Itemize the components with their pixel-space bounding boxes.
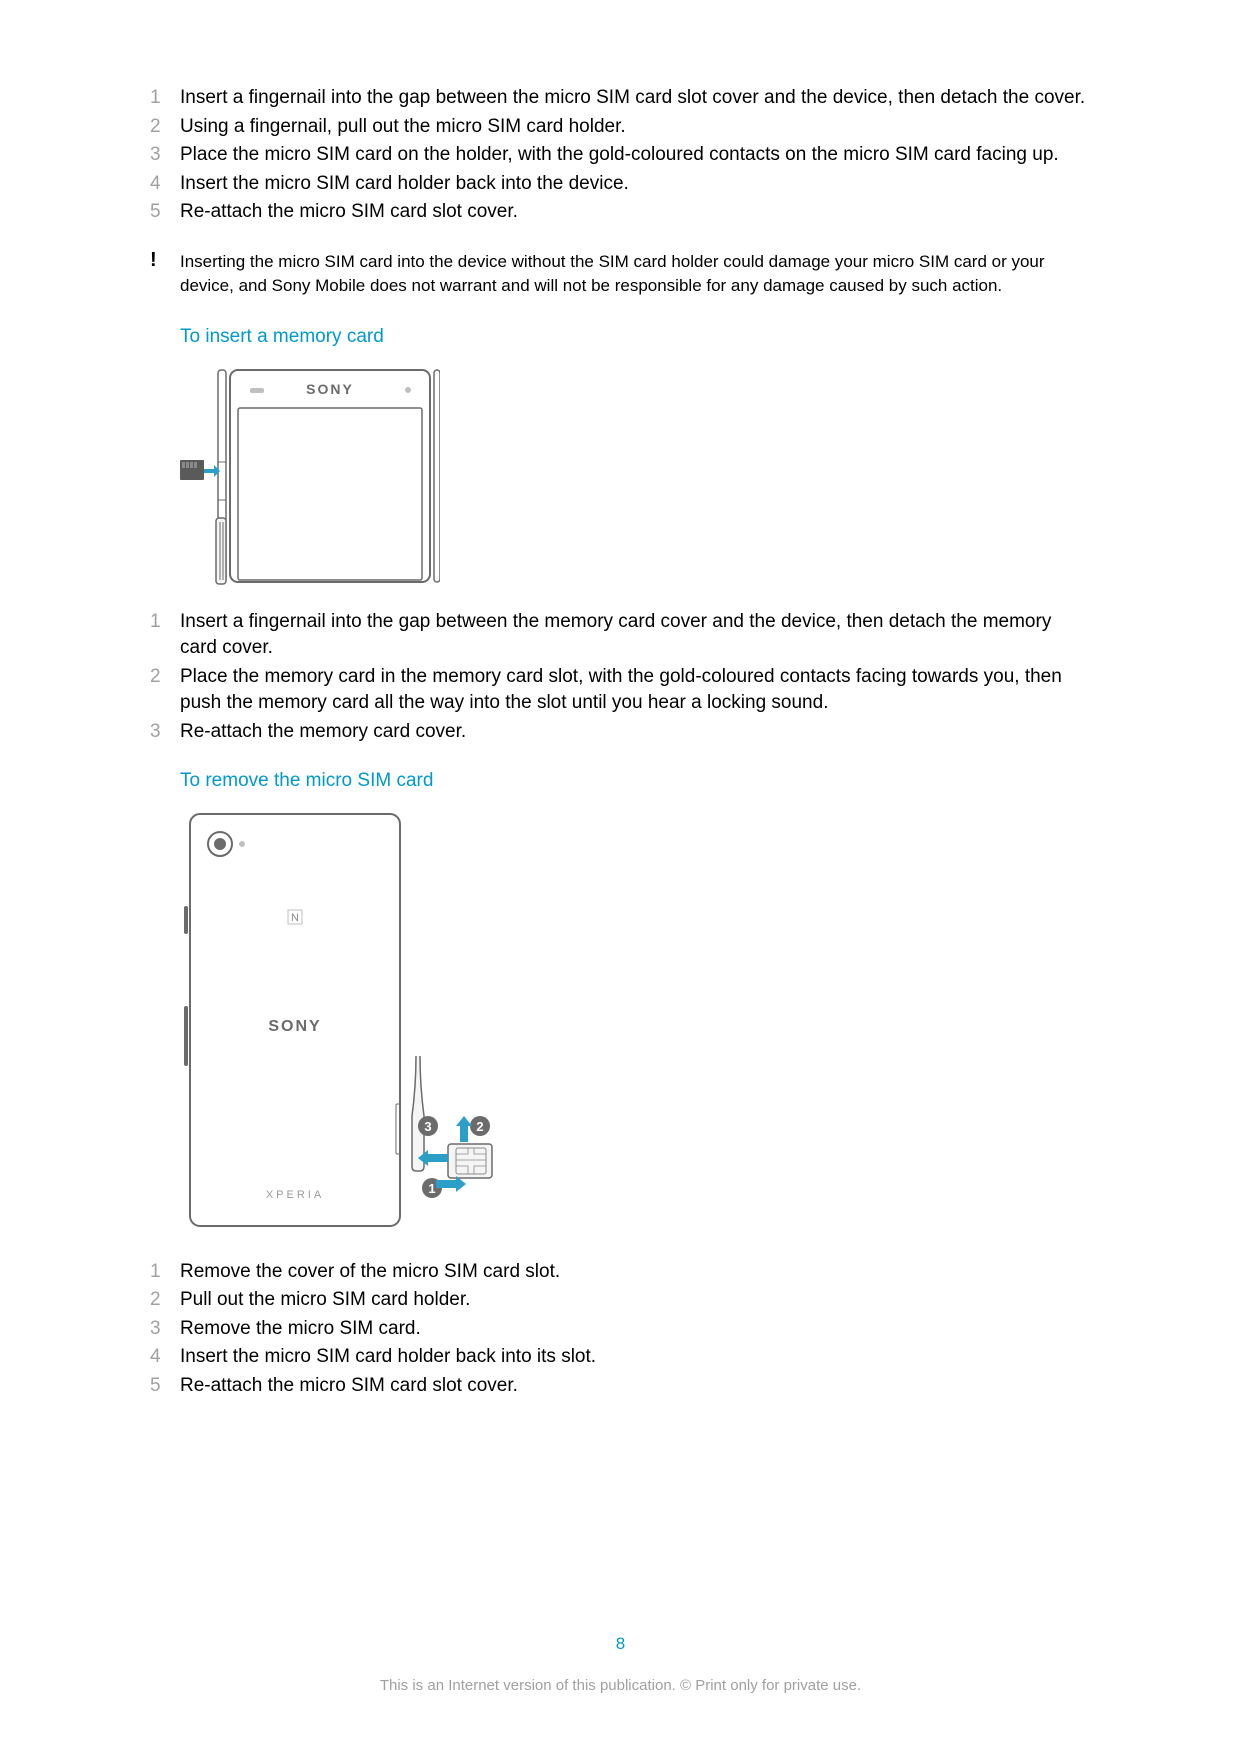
step-text: Place the micro SIM card on the holder, … — [180, 142, 1059, 169]
step-text: Using a fingernail, pull out the micro S… — [180, 114, 626, 141]
step-number: 1 — [150, 1259, 180, 1286]
list-item: 3 Re-attach the memory card cover. — [150, 719, 1091, 746]
sim-insert-steps: 1 Insert a fingernail into the gap betwe… — [150, 85, 1091, 226]
step-text: Place the memory card in the memory card… — [180, 664, 1091, 717]
step-number: 3 — [150, 142, 180, 169]
list-item: 2 Pull out the micro SIM card holder. — [150, 1287, 1091, 1314]
list-item: 4 Insert the micro SIM card holder back … — [150, 1344, 1091, 1371]
nfc-label: N — [291, 912, 299, 924]
step-number: 2 — [150, 1287, 180, 1314]
step-text: Remove the cover of the micro SIM card s… — [180, 1259, 560, 1286]
list-item: 2 Place the memory card in the memory ca… — [150, 664, 1091, 717]
list-item: 5 Re-attach the micro SIM card slot cove… — [150, 199, 1091, 226]
callout-3: 3 — [424, 1119, 431, 1134]
warning-block: ! Inserting the micro SIM card into the … — [150, 250, 1091, 298]
step-number: 2 — [150, 114, 180, 141]
step-number: 1 — [150, 85, 180, 112]
step-text: Insert a fingernail into the gap between… — [180, 85, 1085, 112]
step-number: 5 — [150, 1373, 180, 1400]
step-text: Insert the micro SIM card holder back in… — [180, 171, 629, 198]
warning-text: Inserting the micro SIM card into the de… — [180, 250, 1091, 298]
step-number: 1 — [150, 609, 180, 662]
list-item: 1 Insert a fingernail into the gap betwe… — [150, 85, 1091, 112]
step-text: Pull out the micro SIM card holder. — [180, 1287, 470, 1314]
list-item: 3 Place the micro SIM card on the holder… — [150, 142, 1091, 169]
step-text: Remove the micro SIM card. — [180, 1316, 421, 1343]
list-item: 1 Remove the cover of the micro SIM card… — [150, 1259, 1091, 1286]
brand-text: SONY — [268, 1018, 321, 1035]
page-number: 8 — [0, 1634, 1241, 1654]
document-page: 1 Insert a fingernail into the gap betwe… — [0, 0, 1241, 1400]
warning-icon: ! — [150, 250, 180, 298]
step-text: Insert a fingernail into the gap between… — [180, 609, 1091, 662]
list-item: 3 Remove the micro SIM card. — [150, 1316, 1091, 1343]
memory-card-diagram: SONY — [180, 362, 1091, 591]
list-item: 4 Insert the micro SIM card holder back … — [150, 171, 1091, 198]
list-item: 5 Re-attach the micro SIM card slot cove… — [150, 1373, 1091, 1400]
callout-2: 2 — [476, 1119, 483, 1134]
memory-insert-steps: 1 Insert a fingernail into the gap betwe… — [150, 609, 1091, 746]
callout-1: 1 — [428, 1181, 435, 1196]
section-title-sim-remove: To remove the micro SIM card — [180, 770, 1091, 792]
step-number: 3 — [150, 719, 180, 746]
list-item: 1 Insert a fingernail into the gap betwe… — [150, 609, 1091, 662]
step-number: 4 — [150, 171, 180, 198]
sub-brand-text: XPERIA — [266, 1189, 324, 1201]
step-text: Re-attach the micro SIM card slot cover. — [180, 1373, 518, 1400]
step-number: 4 — [150, 1344, 180, 1371]
footer-text: This is an Internet version of this publ… — [0, 1677, 1241, 1694]
step-number: 3 — [150, 1316, 180, 1343]
step-text: Re-attach the memory card cover. — [180, 719, 466, 746]
sim-remove-diagram: N SONY XPERIA 1 2 — [180, 806, 1091, 1241]
step-text: Insert the micro SIM card holder back in… — [180, 1344, 596, 1371]
step-number: 5 — [150, 199, 180, 226]
step-number: 2 — [150, 664, 180, 717]
brand-text: SONY — [306, 381, 354, 397]
step-text: Re-attach the micro SIM card slot cover. — [180, 199, 518, 226]
sim-remove-steps: 1 Remove the cover of the micro SIM card… — [150, 1259, 1091, 1400]
section-title-memory: To insert a memory card — [180, 326, 1091, 348]
list-item: 2 Using a fingernail, pull out the micro… — [150, 114, 1091, 141]
